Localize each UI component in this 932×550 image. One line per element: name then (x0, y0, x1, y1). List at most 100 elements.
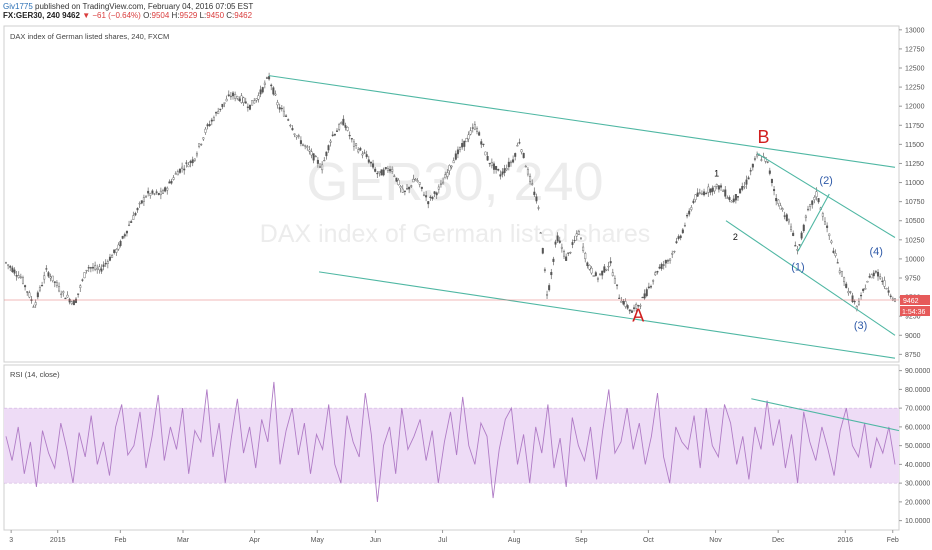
x-tick-label: Jun (370, 537, 381, 544)
candle-body (157, 193, 160, 195)
candle-body (505, 168, 508, 171)
candle-body (698, 192, 701, 194)
candle-body (652, 280, 655, 282)
y-tick-label: 10000 (905, 256, 925, 263)
candle-body (81, 279, 84, 281)
candle-body (696, 192, 699, 197)
candle-body (650, 286, 653, 288)
y-tick-label: 9000 (905, 333, 921, 340)
candle-body (516, 145, 519, 147)
candle-body (815, 191, 818, 198)
candle-body (321, 164, 324, 171)
candle-body (694, 194, 697, 200)
trendline (318, 271, 896, 359)
candle-body (802, 224, 805, 232)
candle-body (236, 96, 239, 99)
y-tick-label: 11750 (905, 123, 924, 130)
rsi-y-tick-label: 40.0000 (905, 462, 930, 469)
candle-body (45, 268, 48, 270)
candle-body (331, 134, 334, 136)
candle-body (529, 175, 532, 182)
candle-body (420, 186, 423, 189)
close-value: 9462 (234, 11, 253, 20)
candle-body (518, 142, 521, 144)
candle-body (507, 161, 510, 168)
candle-body (654, 272, 657, 276)
candle-body (310, 151, 313, 156)
candle-body (476, 128, 479, 132)
candle-body (342, 118, 345, 126)
candle-body (138, 203, 141, 205)
wave-label: A (632, 306, 644, 326)
candle-body (316, 159, 319, 164)
candle-body (70, 301, 73, 304)
candle-body (393, 175, 396, 177)
open-label: O: (143, 11, 152, 20)
candle-body (868, 276, 871, 278)
candle-body (344, 125, 347, 128)
watermark-description: DAX index of German listed shares (260, 220, 650, 248)
candle-body (790, 226, 793, 230)
candle-body (208, 124, 211, 126)
candle-body (187, 164, 190, 168)
candle-body (823, 221, 826, 225)
candle-body (588, 265, 591, 270)
last-price: 9462 (62, 11, 80, 20)
candle-body (860, 294, 863, 297)
candle-body (53, 281, 56, 283)
candle-body (768, 170, 771, 174)
candle-body (535, 196, 538, 202)
candle-body (153, 193, 156, 195)
candle-body (658, 266, 661, 269)
candle-body (355, 143, 358, 146)
candle-body (703, 191, 706, 196)
candle-body (433, 191, 436, 194)
candle-body (350, 138, 353, 140)
candle-body (717, 185, 720, 190)
candle-body (556, 235, 559, 242)
candle-body (193, 158, 196, 161)
candle-body (200, 143, 203, 146)
candle-body (323, 159, 326, 162)
candle-body (520, 149, 523, 153)
candle-body (17, 275, 20, 278)
candle-body (77, 293, 80, 295)
x-tick-label: Nov (709, 537, 722, 544)
candle-body (219, 108, 222, 110)
symbol-label[interactable]: FX:GER30, 240 (3, 11, 60, 20)
last-price-tag (900, 294, 930, 305)
candle-body (577, 231, 580, 235)
candle-body (641, 296, 644, 299)
candle-body (91, 266, 94, 269)
candle-body (828, 233, 831, 237)
candle-body (666, 260, 669, 262)
candle-body (647, 286, 650, 289)
candle-body (830, 240, 833, 243)
candle-body (191, 159, 194, 164)
rsi-y-tick-label: 80.0000 (905, 387, 930, 394)
candle-body (215, 112, 218, 114)
candle-body (272, 87, 275, 95)
candle-body (108, 256, 111, 261)
candle-body (287, 119, 290, 121)
candle-body (800, 232, 803, 239)
candle-body (709, 188, 712, 193)
wave-label: 1 (714, 168, 719, 178)
candle-body (435, 192, 438, 196)
candle-body (624, 301, 627, 307)
candle-body (567, 252, 570, 254)
candle-body (669, 258, 672, 261)
candle-body (217, 111, 220, 114)
candle-body (692, 200, 695, 203)
candle-body (563, 250, 566, 257)
candle-body (142, 197, 145, 202)
candle-body (794, 245, 797, 247)
candle-body (454, 153, 457, 160)
candle-body (38, 287, 41, 291)
candle-body (596, 277, 599, 280)
author-link[interactable]: Giv1775 (3, 2, 33, 11)
candle-body (660, 263, 663, 269)
candle-body (338, 124, 341, 130)
candle-body (877, 271, 880, 277)
